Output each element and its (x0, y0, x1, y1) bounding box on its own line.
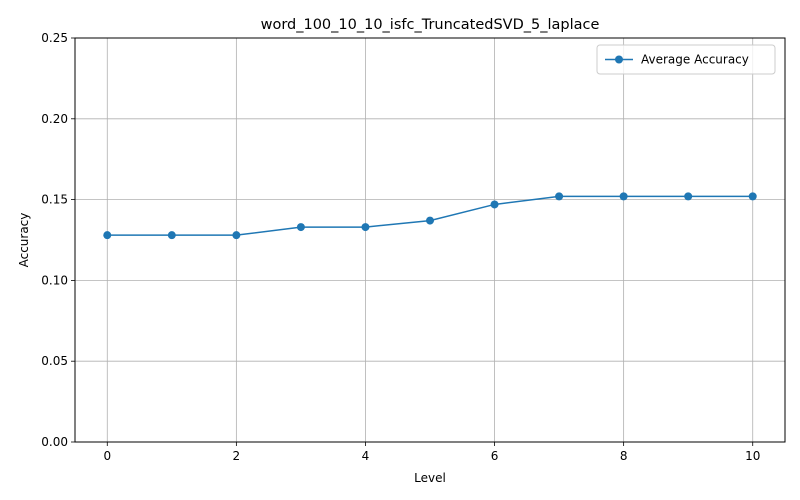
data-point (619, 192, 628, 201)
x-tick-label: 2 (233, 449, 241, 463)
data-point (103, 231, 112, 240)
data-point (490, 200, 499, 209)
x-tick-label: 8 (620, 449, 628, 463)
data-point (361, 223, 370, 232)
data-point (748, 192, 757, 201)
y-tick-label: 0.15 (41, 193, 68, 207)
series-layer (103, 192, 757, 240)
data-point (232, 231, 241, 240)
data-point (426, 216, 434, 225)
x-axis-ticks: 0 2 4 6 8 10 (103, 442, 760, 463)
data-point (555, 192, 564, 201)
y-tick-label: 0.25 (41, 31, 68, 45)
plot-frame (74, 37, 786, 443)
legend: Average Accuracy (596, 44, 776, 75)
x-tick-label: 10 (745, 449, 760, 463)
x-tick-label: 4 (362, 449, 370, 463)
data-point (296, 223, 305, 232)
legend-box (596, 44, 776, 75)
y-tick-label: 0.00 (41, 435, 68, 449)
x-tick-label: 0 (103, 449, 111, 463)
y-axis-ticks: 0.00 0.05 0.10 0.15 0.20 0.25 (41, 31, 75, 449)
y-tick-label: 0.05 (41, 354, 68, 368)
x-tick-label: 6 (491, 449, 499, 463)
data-point (167, 231, 176, 240)
y-tick-label: 0.20 (41, 112, 68, 126)
legend-marker-swatch (615, 55, 623, 64)
chart-title: word_100_10_10_isfc_TruncatedSVD_5_lapla… (261, 17, 600, 33)
legend-entry-average-accuracy: Average Accuracy (641, 53, 749, 67)
y-axis-label: Accuracy (17, 213, 31, 268)
x-axis-label: Level (414, 471, 446, 485)
y-tick-label: 0.10 (41, 273, 68, 287)
data-point (684, 192, 693, 201)
